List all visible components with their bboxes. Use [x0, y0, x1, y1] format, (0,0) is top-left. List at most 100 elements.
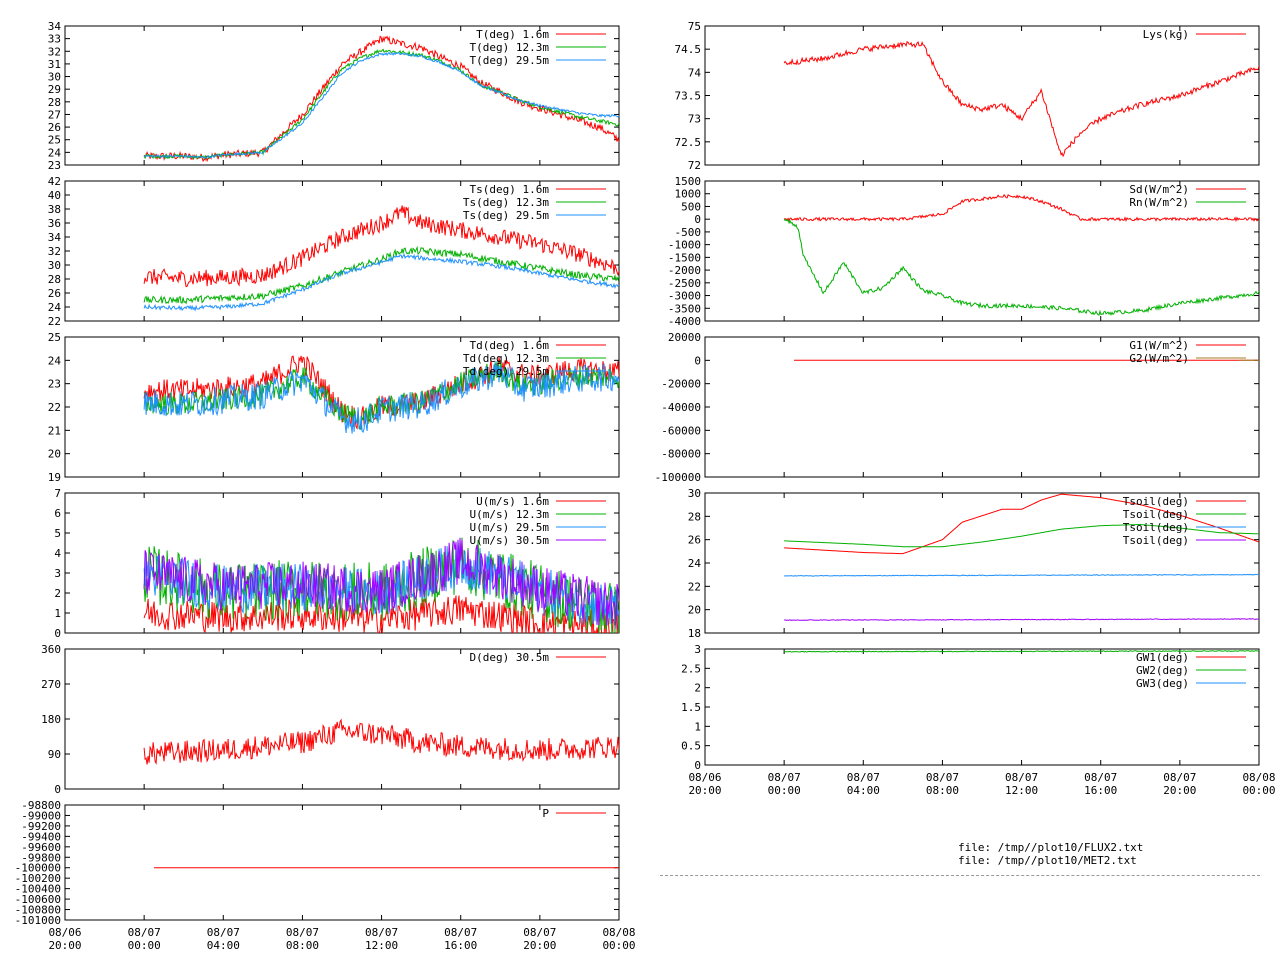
y-tick-label: -100200 — [15, 872, 61, 885]
series-line-td-1 — [143, 359, 619, 430]
series-line-sd-0 — [783, 193, 1259, 223]
y-tick-label: 36 — [48, 217, 61, 230]
y-tick-label: 23 — [48, 378, 61, 391]
y-tick-label: -80000 — [661, 448, 701, 461]
x-tick-label-time: 04:00 — [847, 784, 880, 797]
x-tick-label-date: 08/07 — [1163, 771, 1196, 784]
x-tick-label-date: 08/07 — [128, 926, 161, 939]
y-tick-label: 20 — [48, 448, 61, 461]
plot-frame — [64, 804, 620, 921]
y-tick-label: 32 — [48, 45, 61, 58]
legend-label: Ts(deg) 29.5m — [463, 209, 549, 222]
y-tick-label: 34 — [48, 20, 62, 33]
y-tick-label: 2.5 — [681, 662, 701, 675]
y-tick-label: 34 — [48, 231, 62, 244]
panel-tsoil: 18202224262830Tsoil(deg)Tsoil(deg)Tsoil(… — [688, 487, 1260, 640]
y-tick-label: 28 — [48, 96, 61, 109]
y-tick-label: 38 — [48, 203, 61, 216]
y-tick-label: 180 — [41, 713, 61, 726]
x-tick-label-time: 00:00 — [128, 939, 161, 952]
x-tick-label-time: 20:00 — [1163, 784, 1196, 797]
y-tick-label: -2000 — [668, 264, 701, 277]
y-tick-label: 73.5 — [675, 90, 702, 103]
legend-label: Td(deg) 1.6m — [470, 339, 550, 352]
y-tick-label: 22 — [688, 580, 701, 593]
y-tick-label: 24 — [48, 354, 62, 367]
series-line-t-0 — [143, 35, 619, 163]
y-tick-label: 500 — [681, 200, 701, 213]
x-tick-label-time: 16:00 — [444, 939, 477, 952]
y-tick-label: 6 — [54, 507, 61, 520]
legend-label: P — [542, 807, 549, 820]
y-tick-label: 3 — [54, 567, 61, 580]
y-tick-label: -2500 — [668, 277, 701, 290]
x-tick-label-time: 00:00 — [768, 784, 801, 797]
x-tick-label-date: 08/07 — [286, 926, 319, 939]
y-tick-label: 0 — [54, 783, 61, 796]
y-tick-label: -3500 — [668, 302, 701, 315]
x-tick-label-date: 08/07 — [365, 926, 398, 939]
y-tick-label: -500 — [675, 226, 702, 239]
y-tick-label: -101000 — [15, 914, 61, 927]
y-tick-label: 29 — [48, 83, 61, 96]
series-line-ts-2 — [143, 253, 619, 312]
legend-label: T(deg) 29.5m — [470, 54, 550, 67]
x-tick-label-time: 00:00 — [602, 939, 635, 952]
x-tick-label-date: 08/07 — [523, 926, 556, 939]
x-tick-label-date: 08/08 — [1242, 771, 1275, 784]
series-line-u-3 — [143, 537, 619, 630]
series-line-tsoil-2 — [783, 573, 1259, 577]
y-tick-label: 270 — [41, 678, 61, 691]
legend-label: Td(deg) 12.3m — [463, 352, 549, 365]
y-tick-label: 72 — [688, 159, 701, 172]
plot-frame — [704, 180, 1260, 322]
legend-label: Tsoil(deg) — [1123, 495, 1189, 508]
x-tick-label-time: 04:00 — [207, 939, 240, 952]
legend-label: Tsoil(deg) — [1123, 534, 1189, 547]
series-line-u-2 — [143, 540, 619, 626]
y-tick-label: 0 — [694, 354, 701, 367]
legend-label: GW1(deg) — [1136, 651, 1189, 664]
legend-label: G1(W/m^2) — [1129, 339, 1189, 352]
y-tick-label: 23 — [48, 159, 61, 172]
x-tick-label-time: 08:00 — [926, 784, 959, 797]
y-tick-label: 19 — [48, 471, 61, 484]
x-tick-label-time: 12:00 — [365, 939, 398, 952]
y-tick-label: 74.5 — [675, 43, 702, 56]
y-tick-label: 30 — [688, 487, 701, 500]
series-line-ts-0 — [143, 205, 619, 288]
y-tick-label: 2 — [694, 682, 701, 695]
x-tick-label-time: 08:00 — [286, 939, 319, 952]
file-info: file: /tmp//plot10/FLUX2.txt file: /tmp/… — [958, 841, 1143, 867]
y-tick-label: 3 — [694, 643, 701, 656]
plot-frame — [704, 25, 1260, 166]
y-tick-label: -20000 — [661, 378, 701, 391]
legend-label: U(m/s) 12.3m — [470, 508, 550, 521]
legend-label: GW3(deg) — [1136, 677, 1189, 690]
series-line-tsoil-0 — [784, 493, 1259, 555]
legend-label: Lys(kg) — [1143, 28, 1189, 41]
y-tick-label: 22 — [48, 401, 61, 414]
legend-label: Tsoil(deg) — [1123, 508, 1189, 521]
legend-label: Sd(W/m^2) — [1129, 183, 1189, 196]
y-tick-label: 28 — [688, 510, 701, 523]
legend-label: D(deg) 30.5m — [470, 651, 550, 664]
y-tick-label: 26 — [48, 287, 61, 300]
y-tick-label: 74 — [688, 66, 702, 79]
plot-frame — [64, 492, 620, 634]
y-tick-label: -100600 — [15, 893, 61, 906]
y-tick-label: -99400 — [21, 830, 61, 843]
y-tick-label: 42 — [48, 175, 61, 188]
series-line-gw-1 — [784, 650, 1259, 653]
legend-label: T(deg) 12.3m — [470, 41, 550, 54]
y-tick-label: 0.5 — [681, 740, 701, 753]
x-tick-label-time: 20:00 — [48, 939, 81, 952]
legend-label: Ts(deg) 1.6m — [470, 183, 550, 196]
series-line-t-2 — [143, 51, 619, 159]
x-tick-label-time: 12:00 — [1005, 784, 1038, 797]
y-tick-label: -100800 — [15, 904, 61, 917]
series-line-lys-0 — [783, 41, 1259, 158]
